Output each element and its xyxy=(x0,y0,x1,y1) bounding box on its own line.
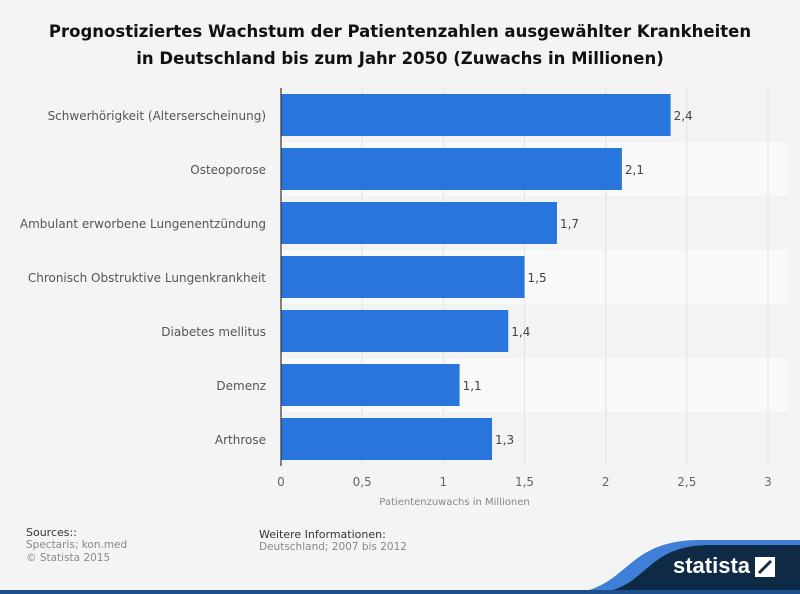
bar[interactable] xyxy=(281,418,493,460)
category-label: Diabetes mellitus xyxy=(161,325,266,339)
bar[interactable] xyxy=(281,148,622,190)
category-label: Demenz xyxy=(216,379,266,393)
category-label: Chronisch Obstruktive Lungenkrankheit xyxy=(28,271,266,285)
bar[interactable] xyxy=(281,256,525,298)
data-label: 1,3 xyxy=(495,433,514,447)
sources-block: Sources:: Spectaris; kon.med © Statista … xyxy=(26,526,127,565)
x-tick-label: 1 xyxy=(440,475,448,489)
x-tick-label: 3 xyxy=(764,475,772,489)
category-label: Arthrose xyxy=(215,433,266,447)
x-tick-label: 1,5 xyxy=(515,475,534,489)
category-label: Osteoporose xyxy=(190,163,266,177)
x-tick-label: 2 xyxy=(602,475,610,489)
bar[interactable] xyxy=(281,364,460,406)
sources-text: Spectaris; kon.med xyxy=(26,539,128,551)
copyright-text: © Statista 2015 xyxy=(26,552,111,564)
x-tick-label: 0 xyxy=(277,475,285,489)
category-label: Schwerhörigkeit (Alterserscheinung) xyxy=(48,109,266,123)
bar[interactable] xyxy=(281,310,509,352)
data-label: 1,1 xyxy=(463,379,482,393)
x-tick-label: 2,5 xyxy=(677,475,696,489)
statista-logo-text: statista xyxy=(673,553,751,578)
info-text: Deutschland; 2007 bis 2012 xyxy=(259,541,407,553)
category-label: Ambulant erworbene Lungenentzündung xyxy=(20,217,266,231)
info-block: Weitere Informationen: Deutschland; 2007… xyxy=(259,528,407,554)
title-line-2: in Deutschland bis zum Jahr 2050 (Zuwach… xyxy=(136,49,664,68)
chart-title: Prognostiziertes Wachstum der Patientenz… xyxy=(0,18,800,72)
title-line-1: Prognostiziertes Wachstum der Patientenz… xyxy=(48,22,752,41)
bar[interactable] xyxy=(281,202,557,244)
sources-heading: Sources:: xyxy=(26,526,77,539)
data-label: 1,5 xyxy=(528,271,547,285)
data-label: 2,4 xyxy=(674,109,693,123)
info-heading: Weitere Informationen: xyxy=(259,528,386,541)
x-tick-label: 0,5 xyxy=(353,475,372,489)
bar[interactable] xyxy=(281,94,671,136)
x-axis-title: Patientenzuwachs in Millionen xyxy=(379,497,529,508)
data-label: 1,4 xyxy=(511,325,530,339)
data-label: 1,7 xyxy=(560,217,579,231)
data-label: 2,1 xyxy=(625,163,644,177)
